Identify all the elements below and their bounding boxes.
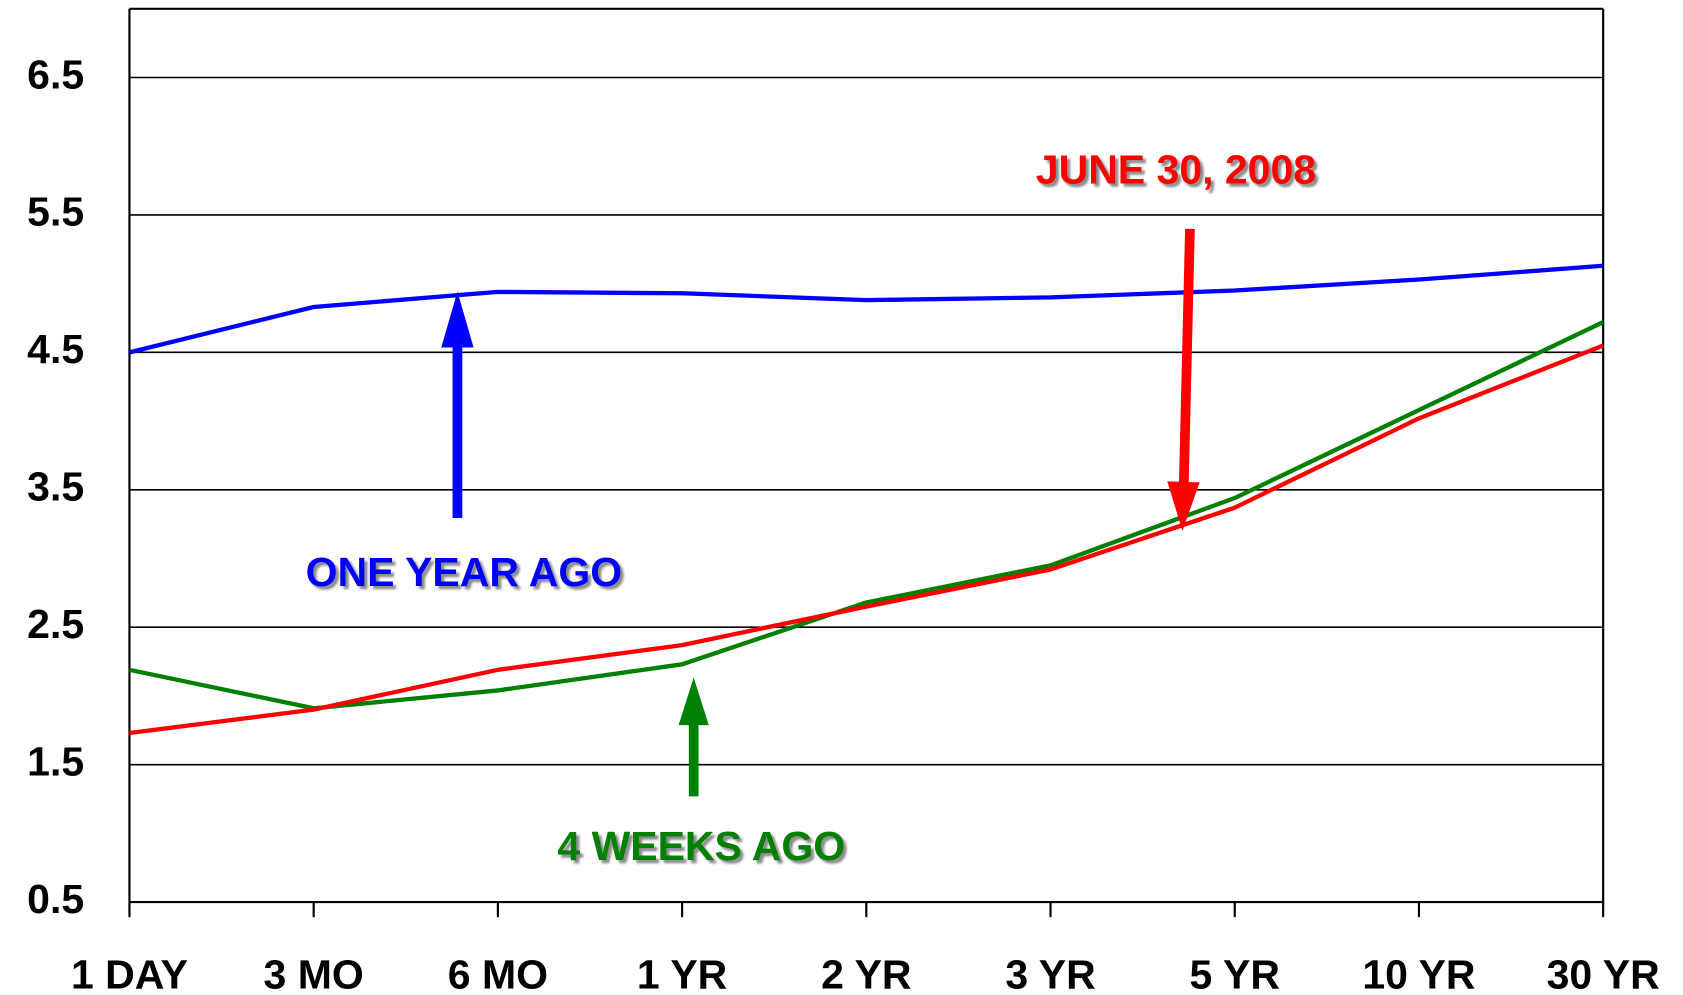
x-tick-label: 2 YR xyxy=(821,951,911,995)
series-line xyxy=(129,343,1604,736)
annotation: JUNE 30, 2008 xyxy=(1036,147,1316,193)
y-tick-label: 1.5 xyxy=(27,738,84,784)
x-tick-label: 6 MO xyxy=(448,951,548,995)
series-line xyxy=(129,320,1605,711)
x-tick-label: 10 YR xyxy=(1362,951,1475,995)
series-line xyxy=(128,263,1604,355)
annotation: ONE YEAR AGO xyxy=(306,549,623,595)
x-tick-label: 1 YR xyxy=(637,951,727,995)
annotation: 4 WEEKS AGO xyxy=(557,823,845,869)
y-tick-label: 3.5 xyxy=(27,464,84,510)
grid xyxy=(129,76,1604,903)
arrow-head xyxy=(678,677,709,726)
x-tick-label: 1 DAY xyxy=(71,951,188,995)
x-tick-label: 5 YR xyxy=(1190,951,1280,995)
arrow xyxy=(1178,228,1195,497)
y-tick-label: 6.5 xyxy=(27,51,84,97)
y-tick-label: 2.5 xyxy=(27,601,84,647)
x-tick-label: 30 YR xyxy=(1547,951,1660,995)
arrow-head xyxy=(1167,481,1200,531)
y-tick-label: 4.5 xyxy=(27,326,84,372)
x-tick-label: 3 MO xyxy=(264,951,364,995)
y-tick-label: 0.5 xyxy=(27,876,84,922)
y-tick-label: 5.5 xyxy=(27,189,84,235)
arrows xyxy=(441,228,1200,797)
x-tick-label: 3 YR xyxy=(1005,951,1095,995)
lines xyxy=(128,263,1605,736)
arrow-head xyxy=(441,291,474,348)
